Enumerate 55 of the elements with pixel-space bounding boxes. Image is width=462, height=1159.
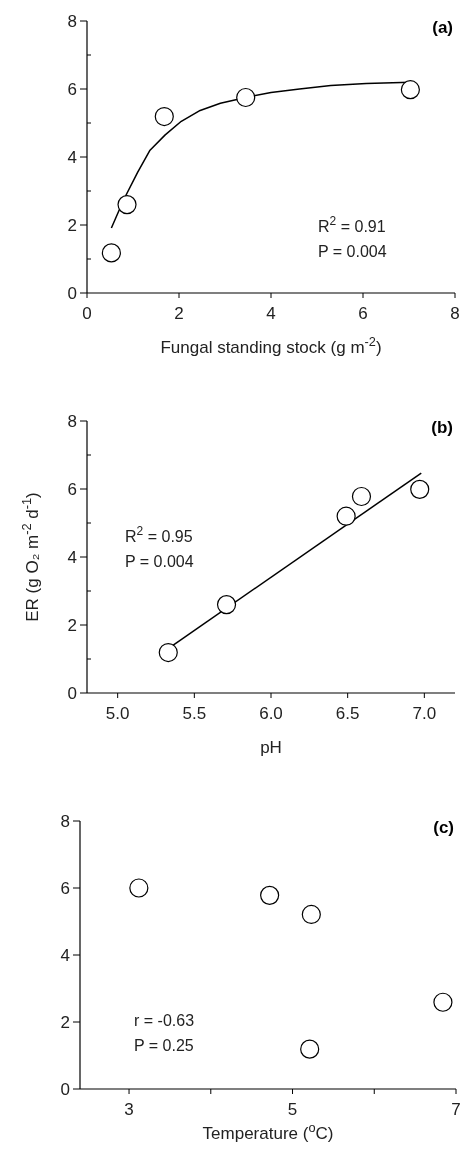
y-tick-label: 6 — [60, 879, 70, 898]
x-tick-label: 6 — [358, 304, 368, 323]
y-tick-label: 6 — [67, 480, 77, 499]
x-tick-label: 7.0 — [412, 704, 437, 723]
annotation: r = -0.63 — [134, 1012, 195, 1029]
y-tick-label: 8 — [60, 812, 70, 831]
x-axis-title: Fungal standing stock (g m$^{-2}$) — [160, 333, 382, 357]
point — [410, 479, 430, 499]
x-tick-label: 7 — [451, 1100, 461, 1119]
x-tick-label: 5.5 — [182, 704, 207, 723]
x-tick-label: 6.0 — [259, 704, 283, 723]
annotation: P = 0.004 — [125, 553, 194, 570]
point — [129, 878, 149, 898]
x-tick-label: 6.5 — [335, 704, 360, 723]
chart-title: (c) — [433, 818, 454, 837]
y-tick-label: 2 — [60, 1013, 70, 1032]
x-tick-label: 8 — [450, 304, 460, 323]
point — [433, 992, 453, 1012]
point — [300, 1039, 320, 1059]
point — [154, 106, 174, 127]
x-tick-label: 3 — [124, 1100, 134, 1119]
x-tick-label: 5.0 — [105, 704, 130, 723]
annotation: P = 0.25 — [134, 1037, 194, 1054]
x-tick-label: 5 — [287, 1100, 298, 1119]
point — [117, 195, 137, 215]
x-tick-label: 2 — [174, 304, 184, 323]
y-tick-label: 0 — [60, 1080, 70, 1099]
y-tick-label: 8 — [67, 12, 77, 31]
annotation: R$^{2}$ = 0.91 — [318, 214, 386, 235]
y-tick-label: 4 — [67, 548, 77, 567]
point — [400, 80, 420, 100]
y-tick-label: 2 — [67, 616, 77, 635]
point — [101, 243, 121, 263]
chart-title: (a) — [432, 18, 453, 37]
annotation: R$^{2}$ = 0.95 — [125, 524, 193, 545]
y-tick-label: 4 — [67, 148, 77, 167]
point — [260, 885, 280, 905]
point — [236, 87, 256, 108]
y-tick-label: 4 — [60, 946, 70, 965]
y-tick-label: 6 — [67, 80, 77, 99]
point — [301, 904, 321, 925]
point — [158, 642, 178, 663]
point — [216, 595, 237, 615]
y-tick-label: 0 — [67, 684, 77, 703]
point — [351, 486, 372, 507]
annotation: P = 0.004 — [318, 243, 387, 260]
point — [336, 506, 356, 526]
x-axis-title: Temperature ($^{o}$C) — [202, 1119, 334, 1143]
y-tick-label: 2 — [67, 216, 77, 235]
x-tick-label: 0 — [82, 304, 92, 323]
x-axis-title: pH — [260, 738, 282, 757]
x-tick-label: 4 — [266, 304, 276, 323]
y-tick-label: 8 — [67, 412, 77, 431]
y-tick-label: 0 — [67, 284, 77, 303]
chart-title: (b) — [431, 418, 453, 437]
